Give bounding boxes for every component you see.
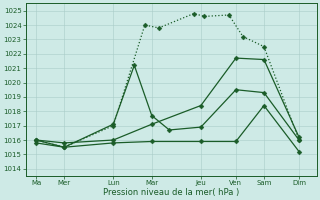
X-axis label: Pression niveau de la mer( hPa ): Pression niveau de la mer( hPa ): [103, 188, 239, 197]
